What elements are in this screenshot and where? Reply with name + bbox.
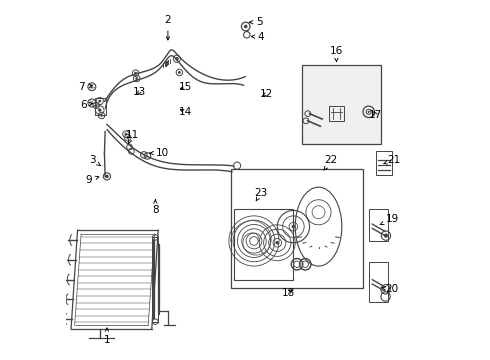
Text: 12: 12 [260, 89, 273, 99]
Text: 6: 6 [80, 100, 93, 110]
Text: 9: 9 [86, 175, 99, 185]
Circle shape [368, 111, 370, 113]
Circle shape [124, 133, 127, 135]
Text: 3: 3 [89, 155, 101, 166]
Text: 1: 1 [103, 328, 110, 345]
Circle shape [100, 114, 103, 117]
Text: 8: 8 [152, 200, 159, 216]
Text: 5: 5 [249, 17, 263, 27]
Bar [302, 65, 381, 144]
Text: 17: 17 [369, 111, 383, 121]
Circle shape [275, 241, 279, 244]
Text: 19: 19 [380, 215, 399, 225]
Circle shape [178, 71, 181, 74]
Bar [152, 237, 158, 321]
Bar [368, 262, 389, 302]
Text: 15: 15 [179, 82, 193, 92]
Text: 18: 18 [281, 288, 294, 298]
Text: 20: 20 [382, 284, 398, 294]
Bar [234, 209, 294, 280]
Circle shape [98, 100, 101, 103]
Bar [329, 107, 343, 121]
Circle shape [292, 225, 295, 228]
Bar [376, 151, 392, 175]
Circle shape [384, 233, 388, 238]
Text: 11: 11 [125, 130, 139, 143]
Text: 13: 13 [133, 87, 146, 97]
Text: 4: 4 [251, 32, 265, 41]
Circle shape [95, 104, 98, 107]
Bar [231, 169, 364, 288]
Circle shape [175, 57, 179, 60]
Circle shape [98, 108, 101, 112]
Circle shape [126, 136, 129, 139]
Circle shape [105, 175, 109, 178]
Circle shape [244, 25, 247, 28]
Text: 21: 21 [384, 155, 400, 165]
Text: 23: 23 [254, 188, 268, 201]
Bar [95, 98, 106, 116]
Text: 14: 14 [179, 107, 193, 117]
Text: 10: 10 [150, 148, 169, 158]
Text: 16: 16 [330, 46, 343, 62]
Bar [368, 209, 389, 241]
Text: 22: 22 [324, 155, 338, 170]
Text: 7: 7 [78, 82, 93, 92]
Circle shape [134, 72, 137, 75]
Circle shape [135, 77, 138, 80]
Text: 2: 2 [165, 15, 171, 40]
